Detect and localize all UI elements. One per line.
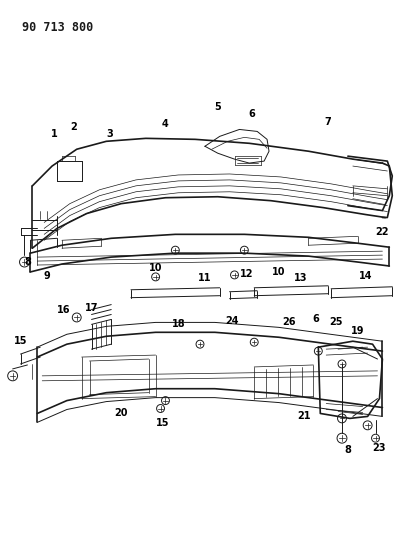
Text: 15: 15 [14, 336, 27, 346]
Text: 13: 13 [294, 273, 307, 283]
Text: 19: 19 [351, 326, 365, 336]
Text: 10: 10 [272, 267, 286, 277]
Text: 90 713 800: 90 713 800 [22, 21, 94, 34]
Text: 1: 1 [51, 130, 57, 140]
Text: 7: 7 [325, 117, 332, 126]
Text: 22: 22 [376, 228, 389, 237]
Text: 14: 14 [359, 271, 372, 281]
Text: 20: 20 [115, 408, 128, 418]
Text: 5: 5 [214, 102, 221, 112]
Text: 18: 18 [172, 319, 185, 329]
Text: 6: 6 [248, 109, 255, 119]
Text: 26: 26 [282, 318, 296, 327]
Text: 17: 17 [85, 303, 98, 312]
Text: 3: 3 [106, 130, 113, 140]
Text: 2: 2 [70, 123, 77, 133]
Text: 16: 16 [57, 304, 71, 314]
Text: 9: 9 [44, 271, 51, 281]
Text: 15: 15 [156, 418, 169, 429]
Text: 11: 11 [198, 273, 212, 283]
Text: 6: 6 [312, 314, 319, 325]
Text: 21: 21 [297, 411, 310, 422]
Text: 10: 10 [149, 263, 162, 273]
Text: 23: 23 [373, 443, 386, 453]
Text: 24: 24 [225, 317, 238, 326]
Text: 4: 4 [162, 118, 169, 128]
Text: 8: 8 [24, 257, 31, 267]
Text: 25: 25 [329, 318, 343, 327]
Text: 12: 12 [239, 269, 253, 279]
Text: 8: 8 [344, 445, 352, 455]
